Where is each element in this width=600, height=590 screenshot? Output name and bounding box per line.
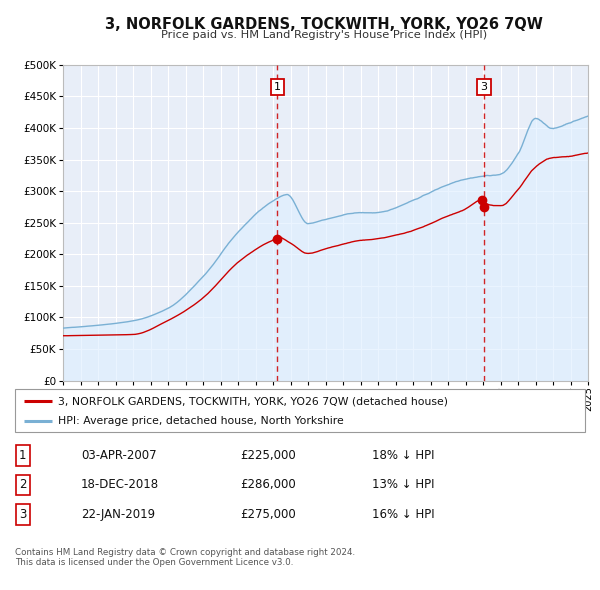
Text: £225,000: £225,000 bbox=[240, 449, 296, 462]
Text: 22-JAN-2019: 22-JAN-2019 bbox=[81, 508, 155, 521]
Text: 3: 3 bbox=[19, 508, 26, 521]
Text: 18% ↓ HPI: 18% ↓ HPI bbox=[372, 449, 434, 462]
Text: 3, NORFOLK GARDENS, TOCKWITH, YORK, YO26 7QW: 3, NORFOLK GARDENS, TOCKWITH, YORK, YO26… bbox=[105, 17, 543, 31]
Text: £275,000: £275,000 bbox=[240, 508, 296, 521]
Text: 1: 1 bbox=[19, 449, 26, 462]
Text: 13% ↓ HPI: 13% ↓ HPI bbox=[372, 478, 434, 491]
Text: HPI: Average price, detached house, North Yorkshire: HPI: Average price, detached house, Nort… bbox=[58, 417, 343, 426]
Text: 16% ↓ HPI: 16% ↓ HPI bbox=[372, 508, 434, 521]
Text: 1: 1 bbox=[274, 82, 281, 92]
Text: 18-DEC-2018: 18-DEC-2018 bbox=[81, 478, 159, 491]
Text: 03-APR-2007: 03-APR-2007 bbox=[81, 449, 157, 462]
Text: 3, NORFOLK GARDENS, TOCKWITH, YORK, YO26 7QW (detached house): 3, NORFOLK GARDENS, TOCKWITH, YORK, YO26… bbox=[58, 396, 448, 407]
Text: Price paid vs. HM Land Registry's House Price Index (HPI): Price paid vs. HM Land Registry's House … bbox=[161, 30, 487, 40]
Text: Contains HM Land Registry data © Crown copyright and database right 2024.
This d: Contains HM Land Registry data © Crown c… bbox=[15, 548, 355, 567]
Text: 3: 3 bbox=[481, 82, 488, 92]
Text: £286,000: £286,000 bbox=[240, 478, 296, 491]
FancyBboxPatch shape bbox=[15, 389, 585, 432]
Text: 2: 2 bbox=[19, 478, 26, 491]
